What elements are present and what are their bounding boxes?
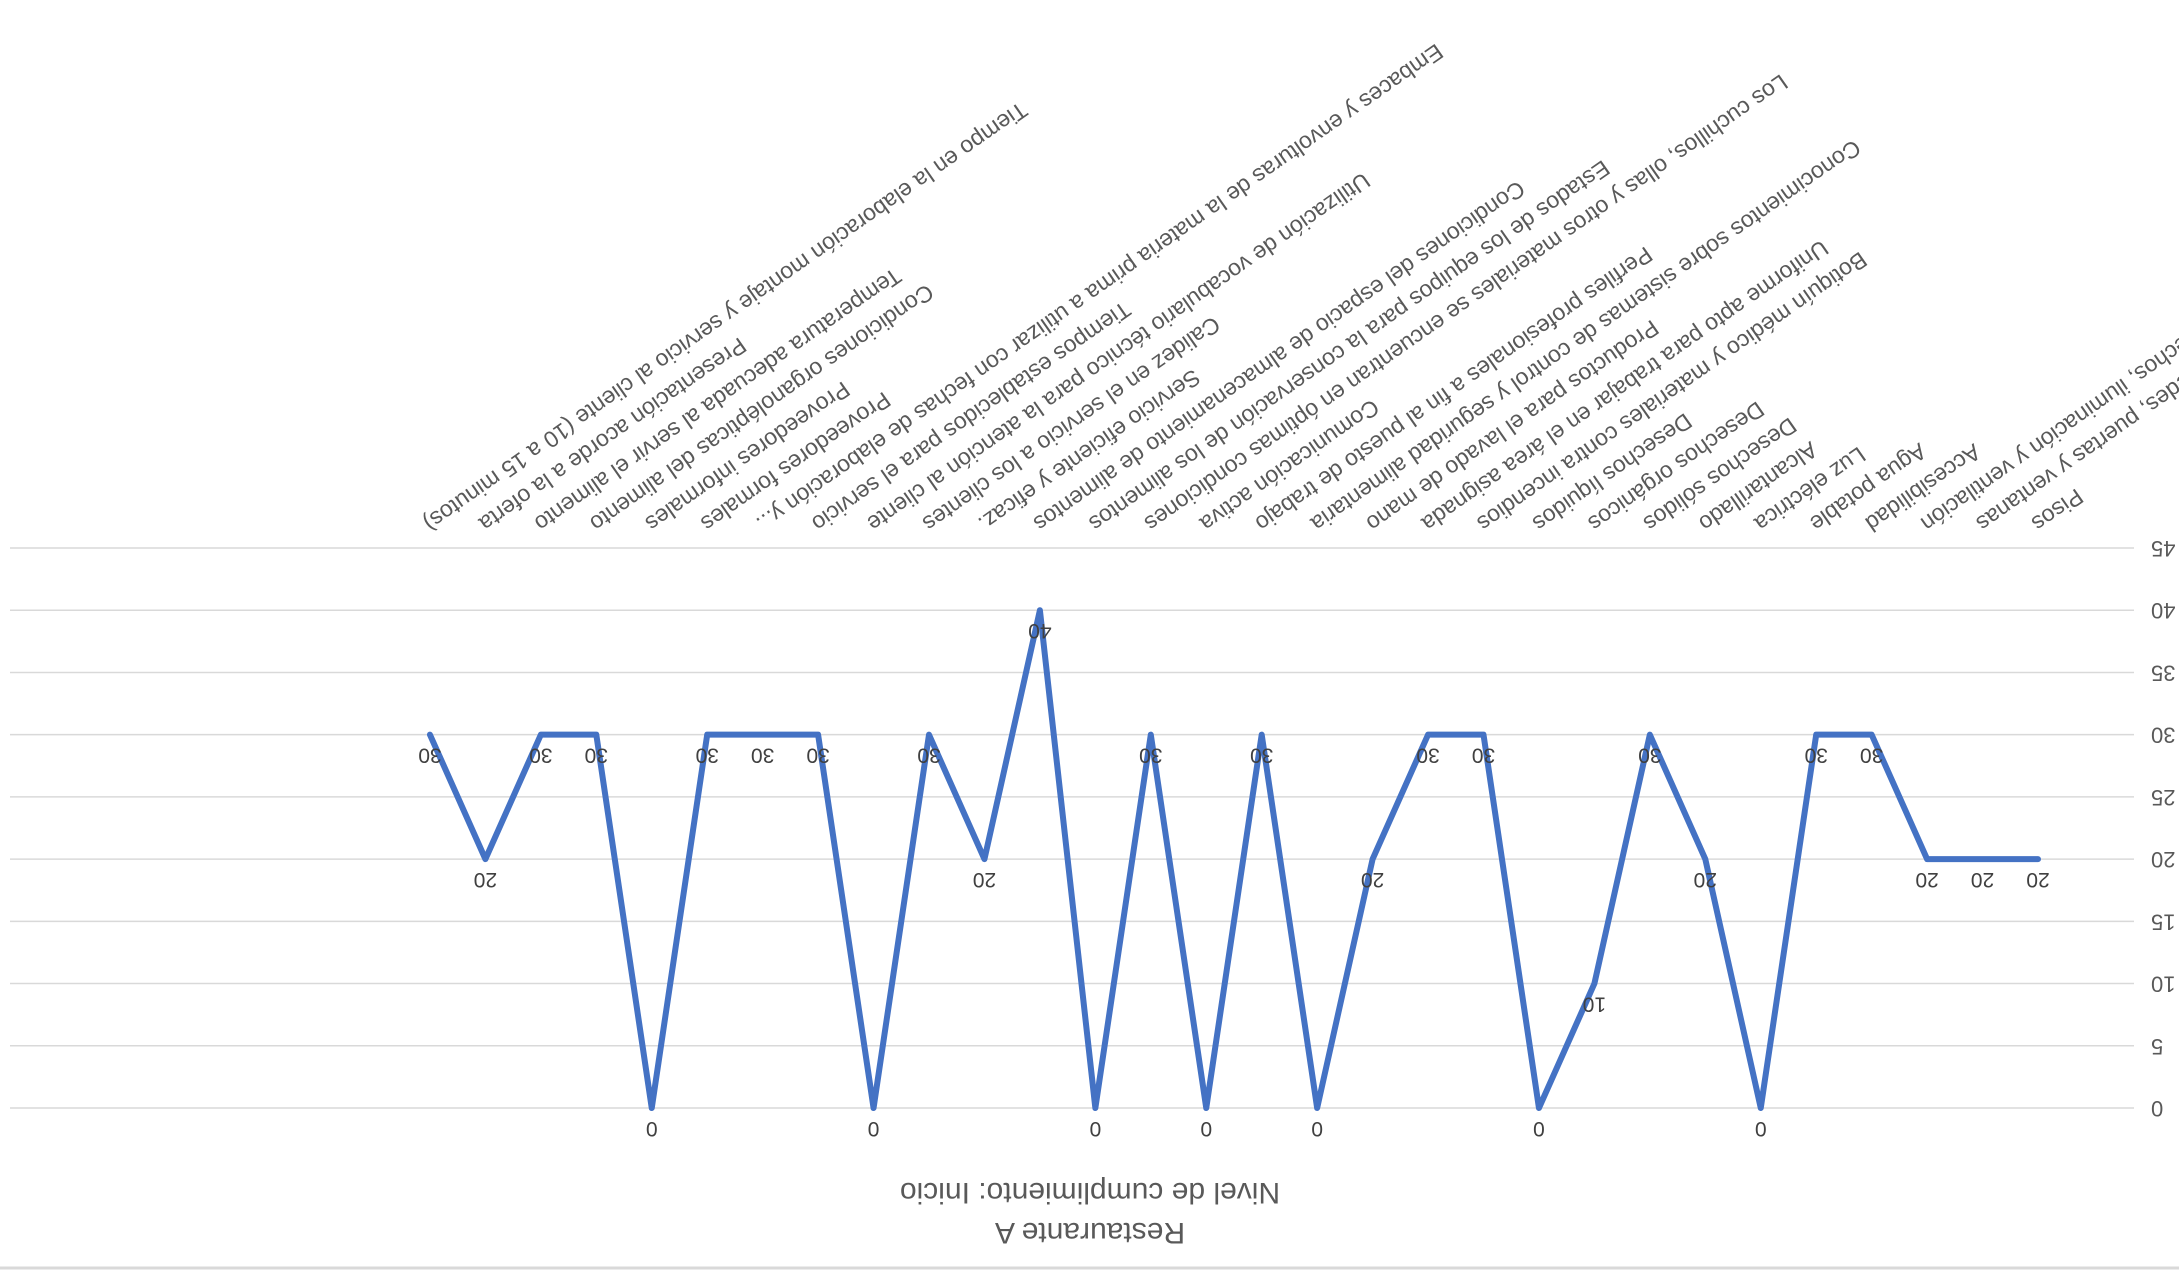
- data-label: 20: [2026, 868, 2049, 891]
- chart-title: Restaurante A: [995, 1216, 1185, 1249]
- data-label: 20: [973, 868, 996, 891]
- data-label: 20: [474, 868, 497, 891]
- data-label: 20: [1915, 868, 1938, 891]
- data-label: 30: [1250, 744, 1273, 767]
- data-label: 40: [1028, 619, 1051, 642]
- data-label: 0: [1755, 1117, 1767, 1140]
- data-label: 0: [1090, 1117, 1102, 1140]
- y-tick-label: 0: [2151, 1096, 2163, 1121]
- y-tick-label: 40: [2151, 598, 2175, 623]
- data-label: 30: [418, 744, 441, 767]
- data-label: 0: [1311, 1117, 1323, 1140]
- data-label: 0: [646, 1117, 658, 1140]
- y-tick-label: 5: [2151, 1034, 2163, 1059]
- y-tick-label: 20: [2151, 847, 2175, 872]
- data-label: 30: [1638, 744, 1661, 767]
- y-tick-label: 45: [2151, 536, 2175, 561]
- data-label: 0: [1533, 1117, 1545, 1140]
- data-label: 20: [1694, 868, 1717, 891]
- data-label: 30: [917, 744, 940, 767]
- data-label: 30: [806, 744, 829, 767]
- data-label: 30: [696, 744, 719, 767]
- series-line: [426, 607, 2041, 1111]
- data-label: 0: [1200, 1117, 1212, 1140]
- data-label: 30: [1139, 744, 1162, 767]
- data-label: 10: [1583, 993, 1606, 1016]
- y-tick-label: 10: [2151, 972, 2175, 997]
- data-label: 30: [1472, 744, 1495, 767]
- data-label: 30: [1805, 744, 1828, 767]
- data-label: 30: [585, 744, 608, 767]
- data-label: 30: [751, 744, 774, 767]
- data-label: 20: [1361, 868, 1384, 891]
- y-tick-label: 25: [2151, 785, 2175, 810]
- data-label: 0: [868, 1117, 880, 1140]
- y-tick-label: 15: [2151, 909, 2175, 934]
- y-tick-label: 30: [2151, 723, 2175, 748]
- data-label: 20: [1971, 868, 1994, 891]
- data-label: 30: [1860, 744, 1883, 767]
- data-label: 30: [529, 744, 552, 767]
- y-tick-label: 35: [2151, 660, 2175, 685]
- chart-subtitle: Nivel de cumplimiento: Inicio: [900, 1176, 1280, 1209]
- data-label: 30: [1416, 744, 1439, 767]
